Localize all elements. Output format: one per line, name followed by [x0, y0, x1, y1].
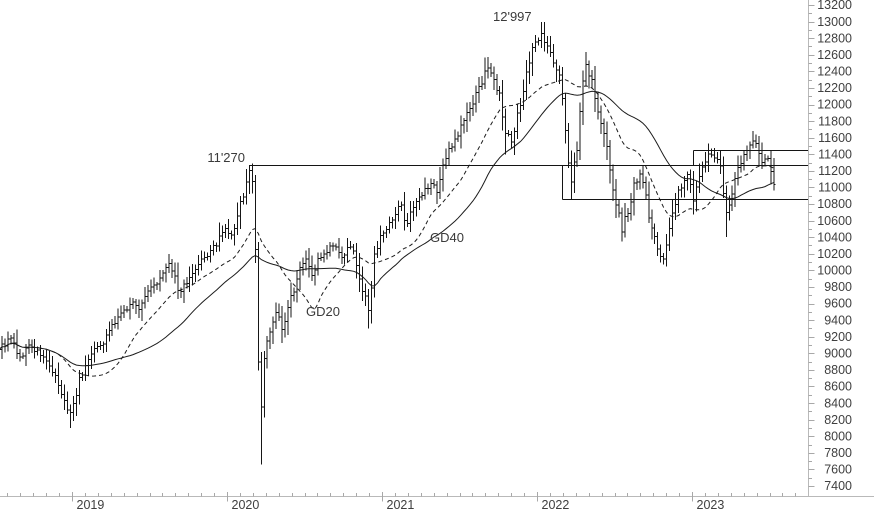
- svg-text:12600: 12600: [817, 48, 852, 62]
- svg-text:8800: 8800: [824, 363, 852, 377]
- svg-text:8400: 8400: [824, 396, 852, 410]
- svg-text:8000: 8000: [824, 429, 852, 443]
- svg-text:12000: 12000: [817, 98, 852, 112]
- svg-text:2021: 2021: [387, 498, 415, 512]
- svg-text:12200: 12200: [817, 81, 852, 95]
- y-axis: 13200 13000 12800 12600 12400 12200 12000 11800…: [808, 0, 852, 497]
- svg-text:8200: 8200: [824, 413, 852, 427]
- svg-text:7600: 7600: [824, 463, 852, 477]
- annotation-lines: [249, 150, 808, 200]
- svg-text:10800: 10800: [817, 197, 852, 211]
- svg-text:13200: 13200: [817, 0, 852, 12]
- gd20-ma-line: [0, 79, 775, 377]
- svg-text:10000: 10000: [817, 264, 852, 278]
- ohlc-bars: [0, 21, 776, 465]
- peak-label: 12'997: [493, 9, 532, 24]
- svg-text:10200: 10200: [817, 247, 852, 261]
- svg-text:9600: 9600: [824, 297, 852, 311]
- svg-text:10400: 10400: [817, 230, 852, 244]
- svg-text:9400: 9400: [824, 313, 852, 327]
- svg-text:13000: 13000: [817, 15, 852, 29]
- svg-text:2019: 2019: [77, 498, 105, 512]
- svg-text:9200: 9200: [824, 330, 852, 344]
- svg-text:8600: 8600: [824, 380, 852, 394]
- svg-text:12800: 12800: [817, 31, 852, 45]
- gd40-ma-line: [0, 90, 775, 367]
- svg-text:11600: 11600: [818, 131, 852, 145]
- gd20-line-label: GD20: [306, 304, 340, 319]
- gd40-line-label: GD40: [430, 230, 464, 245]
- svg-text:9800: 9800: [824, 280, 852, 294]
- svg-text:2020: 2020: [232, 498, 260, 512]
- svg-text:11200: 11200: [818, 164, 852, 178]
- svg-text:9000: 9000: [824, 347, 852, 361]
- svg-text:2023: 2023: [697, 498, 725, 512]
- svg-text:10600: 10600: [817, 214, 852, 228]
- x-axis: 2019 2020 2021 2022 2023: [0, 492, 874, 512]
- svg-text:7800: 7800: [824, 446, 852, 460]
- svg-text:11000: 11000: [818, 181, 852, 195]
- svg-text:11400: 11400: [818, 147, 852, 161]
- resistance-label: 11'270: [207, 150, 245, 165]
- svg-text:12400: 12400: [817, 65, 852, 79]
- svg-text:2022: 2022: [542, 498, 570, 512]
- svg-text:11800: 11800: [818, 114, 852, 128]
- svg-text:7400: 7400: [824, 479, 852, 493]
